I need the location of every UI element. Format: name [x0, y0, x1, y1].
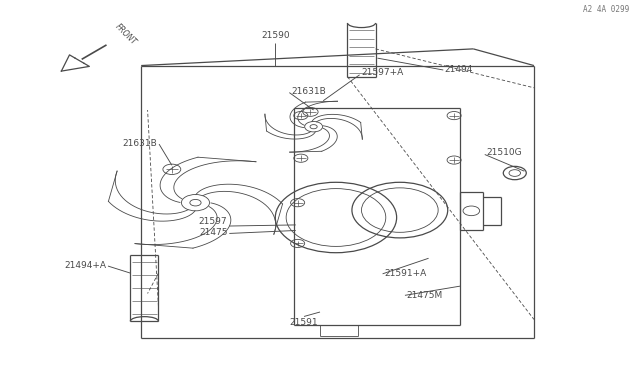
Text: 21475: 21475: [199, 228, 227, 237]
Text: FRONT: FRONT: [113, 22, 138, 47]
Text: 21494+A: 21494+A: [64, 261, 106, 270]
Text: 21475M: 21475M: [406, 291, 442, 300]
Text: 21494: 21494: [445, 65, 473, 74]
Text: 21591: 21591: [290, 318, 318, 327]
Text: 21631B: 21631B: [291, 87, 326, 96]
Text: 21597+A: 21597+A: [362, 68, 404, 77]
Text: 21631B: 21631B: [122, 139, 157, 148]
Text: 21590: 21590: [261, 31, 290, 39]
Text: 21591+A: 21591+A: [384, 269, 426, 278]
Text: A2 4A 0299: A2 4A 0299: [584, 5, 630, 14]
Text: 21510G: 21510G: [486, 148, 522, 157]
Text: 21597: 21597: [199, 217, 227, 226]
